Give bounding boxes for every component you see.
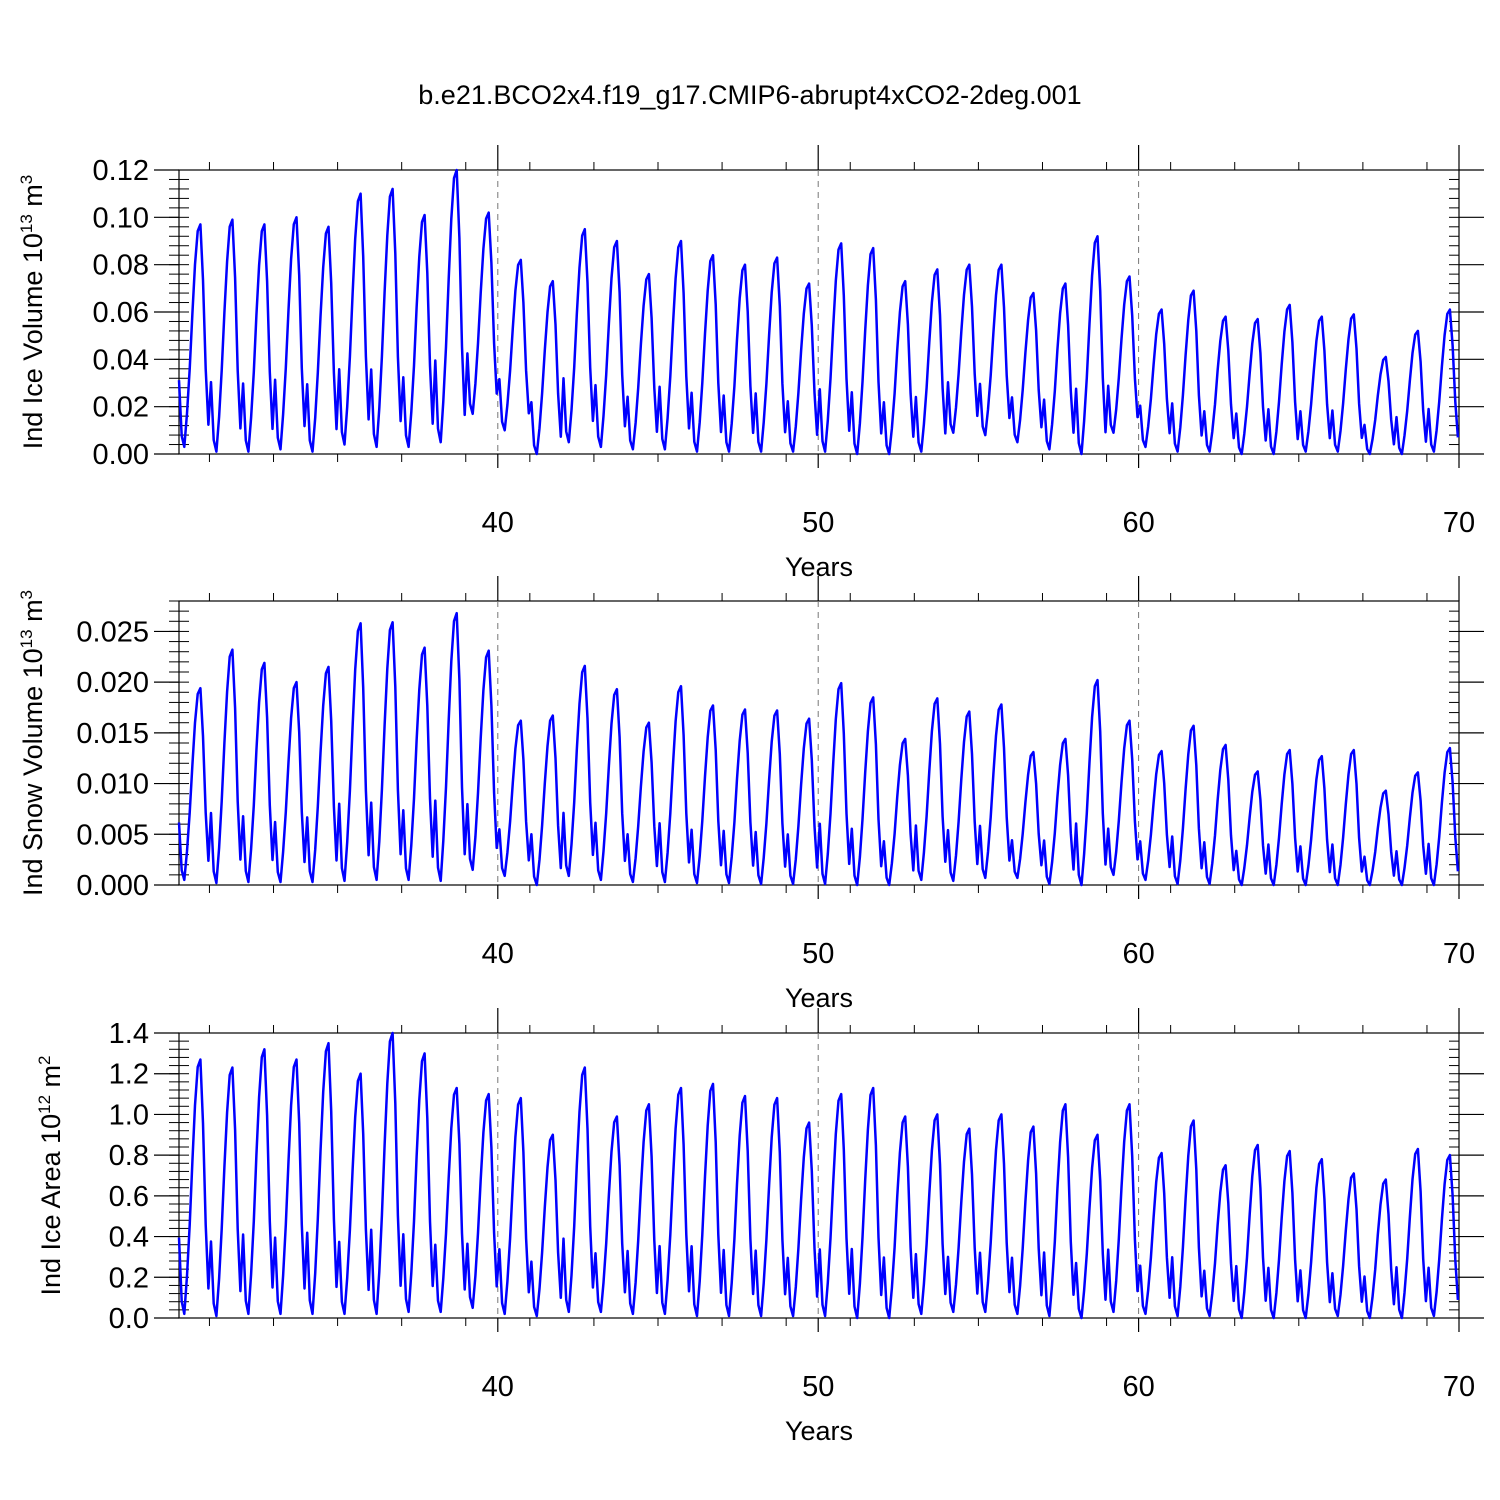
snow-volume-y-tick-label: 0.015 <box>76 718 149 750</box>
snow-volume-series-line <box>177 611 1460 887</box>
snow-volume-x-tick-label: 60 <box>1122 938 1154 970</box>
ice-area-y-tick-label: 0.4 <box>109 1222 149 1254</box>
ice-area-y-tick-label: 0.6 <box>109 1181 149 1213</box>
snow-volume-y-tick-label: 0.005 <box>76 819 149 851</box>
ice-volume-y-tick-label: 0.12 <box>93 155 149 187</box>
snow-volume-x-tick-label: 70 <box>1443 938 1475 970</box>
ice-volume-x-tick-label: 50 <box>802 507 834 539</box>
ice-volume-y-axis-title: Ind Ice Volume 1013 m3 <box>17 175 48 450</box>
ice-volume-y-tick-label: 0.00 <box>93 439 149 471</box>
ice-area-y-tick-label: 0.0 <box>109 1303 149 1335</box>
ice-area-x-tick-label: 50 <box>802 1371 834 1403</box>
ice-area-x-tick-label: 40 <box>482 1371 514 1403</box>
ice-area-x-tick-label: 70 <box>1443 1371 1475 1403</box>
ice-area-x-tick-label: 60 <box>1122 1371 1154 1403</box>
ice-volume-y-tick-label: 0.04 <box>93 344 149 376</box>
ice-area-y-tick-label: 0.8 <box>109 1140 149 1172</box>
snow-volume-y-tick-label: 0.020 <box>76 667 149 699</box>
snow-volume-x-axis-title: Years <box>785 983 853 1013</box>
snow-volume-y-tick-label: 0.025 <box>76 616 149 648</box>
ice-area-y-tick-label: 1.4 <box>109 1018 149 1050</box>
ice-volume-y-tick-label: 0.06 <box>93 297 149 329</box>
snow-volume-y-tick-label: 0.000 <box>76 870 149 902</box>
ice-area-y-tick-label: 1.0 <box>109 1099 149 1131</box>
snow-volume-x-tick-label: 50 <box>802 938 834 970</box>
ice-volume-x-tick-label: 40 <box>482 507 514 539</box>
ice-area-series-line <box>177 1031 1460 1320</box>
ice-volume-y-tick-label: 0.10 <box>93 202 149 234</box>
ice-area-y-axis-title: Ind Ice Area 1012 m2 <box>35 1055 66 1295</box>
ice-volume-x-tick-label: 60 <box>1122 507 1154 539</box>
ice-volume-x-tick-label: 70 <box>1443 507 1475 539</box>
ice-volume-y-tick-label: 0.02 <box>93 392 149 424</box>
ice-area-plot-frame <box>178 1032 1460 1319</box>
ice-volume-x-axis-title: Years <box>785 552 853 582</box>
figure-title: b.e21.BCO2x4.f19_g17.CMIP6-abrupt4xCO2-2… <box>418 80 1082 110</box>
ice-area-x-axis-title: Years <box>785 1416 853 1446</box>
ice-area-y-tick-label: 1.2 <box>109 1059 149 1091</box>
snow-volume-y-axis-title: Ind Snow Volume 1013 m3 <box>17 590 48 896</box>
ice-volume-y-tick-label: 0.08 <box>93 250 149 282</box>
ice-area-y-tick-label: 0.2 <box>109 1262 149 1294</box>
snow-volume-y-tick-label: 0.010 <box>76 769 149 801</box>
snow-volume-x-tick-label: 40 <box>482 938 514 970</box>
ice-volume-series-line <box>177 168 1460 456</box>
